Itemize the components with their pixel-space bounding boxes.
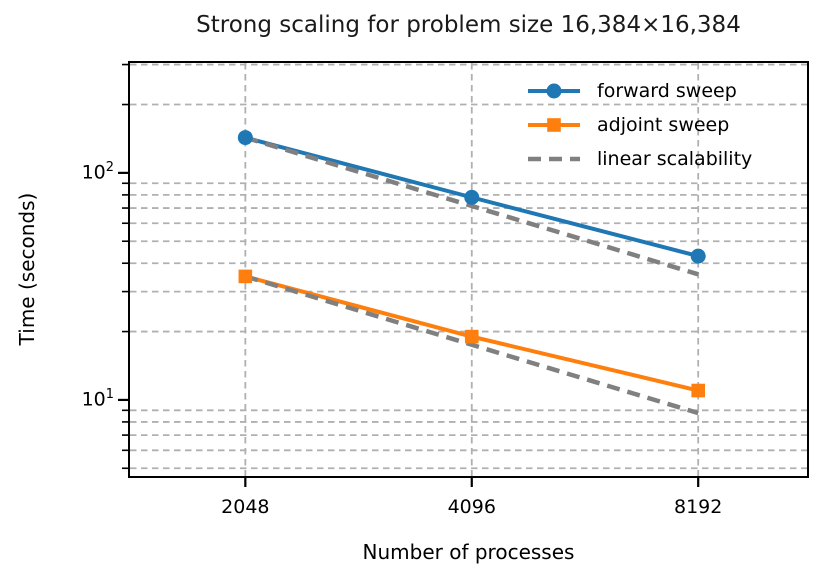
data-point-square xyxy=(691,383,705,398)
x-tick-label-2048: 2048 xyxy=(221,496,270,518)
legend-square-marker-icon xyxy=(547,118,561,132)
legend-label: forward sweep xyxy=(597,79,737,102)
legend-line-icon xyxy=(528,83,580,99)
plot-area xyxy=(118,61,809,487)
legend: forward sweep adjoint sweep linear scalabi… xyxy=(520,79,752,171)
legend-item: linear scalability xyxy=(520,147,752,171)
x-axis-label: Number of processes xyxy=(362,540,575,564)
reference-line xyxy=(244,135,699,277)
reference-line xyxy=(244,274,699,416)
legend-dashed-line-icon xyxy=(528,156,580,162)
legend-item: adjoint sweep xyxy=(520,113,752,137)
y-axis-label: Time (seconds) xyxy=(15,192,39,346)
axes-spines xyxy=(128,61,809,478)
x-tick-label-8192: 8192 xyxy=(674,496,723,518)
legend-circle-marker-icon xyxy=(546,83,562,99)
legend-label: linear scalability xyxy=(597,147,753,170)
chart-title: Strong scaling for problem size 16,384×1… xyxy=(196,12,741,38)
legend-line-icon xyxy=(528,118,580,132)
data-point-circle xyxy=(464,189,480,205)
data-point-circle xyxy=(237,130,253,146)
data-point-circle xyxy=(690,248,706,264)
y-tick-label-10e1: 101 xyxy=(81,386,114,411)
x-tick-label-4096: 4096 xyxy=(447,496,496,518)
legend-label: adjoint sweep xyxy=(597,113,730,136)
y-tick-label-10e2: 102 xyxy=(81,159,114,184)
legend-item: forward sweep xyxy=(520,79,752,103)
data-point-square xyxy=(238,269,253,284)
data-point-square xyxy=(464,329,479,344)
